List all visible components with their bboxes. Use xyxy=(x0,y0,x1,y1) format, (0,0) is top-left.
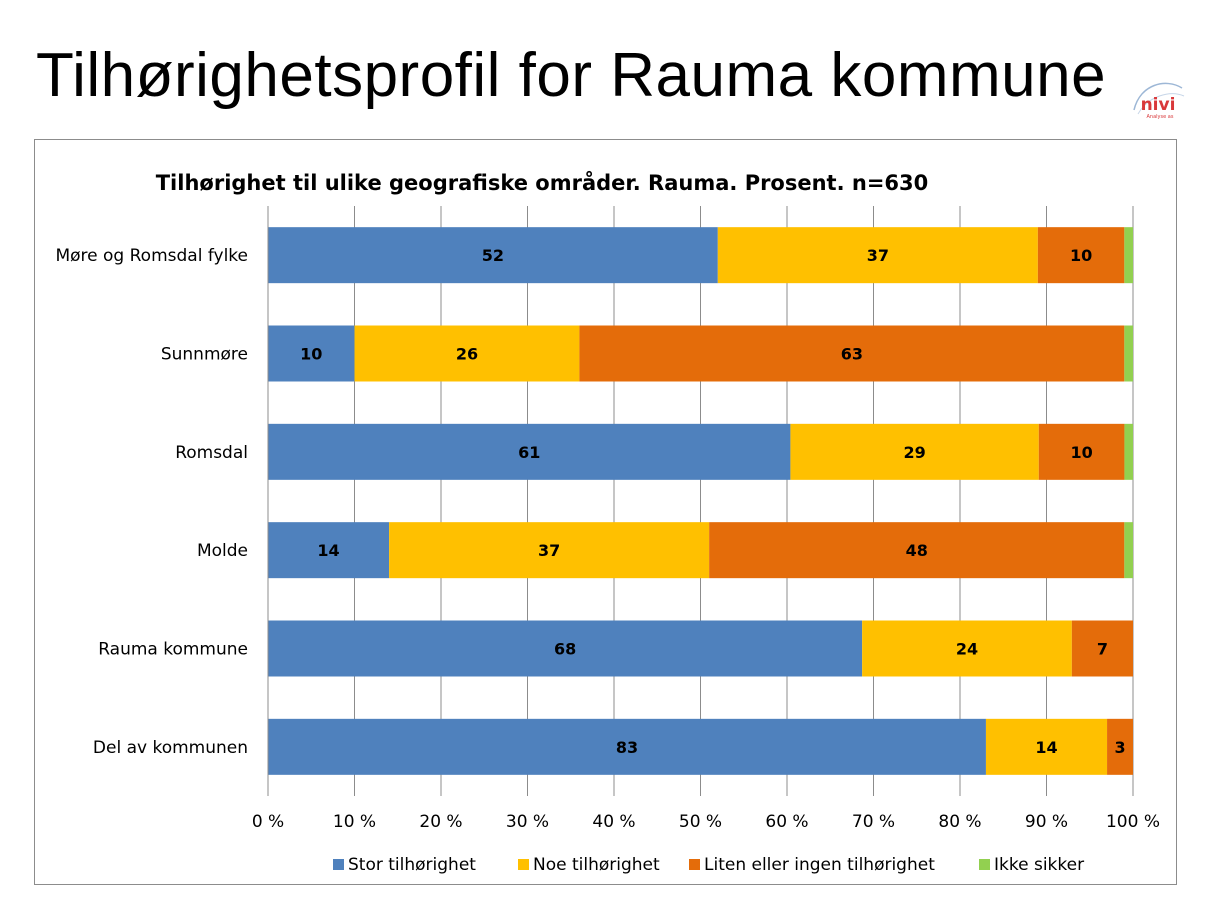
data-label-2-0: 10 xyxy=(1070,246,1092,265)
chart-title: Tilhørighet til ulike geografiske område… xyxy=(156,170,929,195)
bar-3-0 xyxy=(1124,227,1133,284)
data-label-2-5: 3 xyxy=(1114,738,1125,757)
x-tick-label-5: 50 % xyxy=(679,812,722,832)
data-label-2-3: 48 xyxy=(906,541,928,560)
category-label-0: Møre og Romsdal fylke xyxy=(55,246,248,266)
data-label-1-1: 26 xyxy=(456,345,478,364)
bar-3-2 xyxy=(1124,423,1133,480)
legend-swatch-2 xyxy=(689,859,700,870)
data-label-1-4: 24 xyxy=(956,640,978,659)
bar-0-5 xyxy=(268,718,986,775)
logo-swoosh xyxy=(1133,82,1183,111)
bar-3-3 xyxy=(1124,522,1133,579)
bar-2-0 xyxy=(1037,227,1125,284)
data-label-0-2: 61 xyxy=(518,443,540,462)
bar-1-2 xyxy=(790,423,1039,480)
bar-0-2 xyxy=(268,423,791,480)
data-label-1-3: 37 xyxy=(538,541,560,560)
nivi-logo: nivi Analyse as xyxy=(1133,82,1185,120)
chart-frame xyxy=(34,139,1177,885)
legend: Stor tilhørighet Noe tilhørighet Liten ell… xyxy=(333,855,1084,875)
bar-1-5 xyxy=(985,718,1108,775)
category-label-2: Romsdal xyxy=(175,443,248,463)
logo-subtext: Analyse as xyxy=(1147,114,1174,120)
data-label-0-0: 52 xyxy=(482,246,504,265)
x-tick-label-0: 0 % xyxy=(252,812,284,832)
x-tick-label-1: 10 % xyxy=(333,812,376,832)
data-label-0-5: 83 xyxy=(616,738,638,757)
bar-2-2 xyxy=(1038,423,1125,480)
legend-swatch-3 xyxy=(979,859,990,870)
bar-0-0 xyxy=(268,227,718,284)
bar-1-0 xyxy=(717,227,1038,284)
bar-2-1 xyxy=(579,325,1125,382)
logo-text: nivi xyxy=(1141,95,1176,115)
bar-1-1 xyxy=(354,325,580,382)
x-tick-label-7: 70 % xyxy=(852,812,895,832)
x-tick-label-3: 30 % xyxy=(506,812,549,832)
x-tick-label-6: 60 % xyxy=(765,812,808,832)
legend-swatch-0 xyxy=(333,859,344,870)
gridlines xyxy=(267,206,1134,796)
data-label-1-0: 37 xyxy=(867,246,889,265)
bar-0-1 xyxy=(268,325,355,382)
bar-3-1 xyxy=(1124,325,1133,382)
bar-2-4 xyxy=(1071,620,1133,677)
data-labels: 52 37 10 10 26 63 61 29 10 14 37 48 68 24 7 83 14 3 xyxy=(300,246,1125,757)
x-tick-label-4: 40 % xyxy=(592,812,635,832)
data-label-2-1: 63 xyxy=(841,345,863,364)
data-label-2-2: 10 xyxy=(1070,443,1092,462)
category-label-4: Rauma kommune xyxy=(98,640,248,660)
data-label-1-2: 29 xyxy=(903,443,925,462)
legend-label-1: Noe tilhørighet xyxy=(533,855,660,875)
logo-swoosh-2 xyxy=(1137,93,1185,115)
bar-2-3 xyxy=(709,522,1125,579)
slide-title: Tilhørighetsprofil for Rauma kommune xyxy=(36,41,1107,110)
bar-0-3 xyxy=(268,522,390,579)
data-label-2-4: 7 xyxy=(1097,640,1108,659)
x-tick-label-8: 80 % xyxy=(938,812,981,832)
data-label-0-3: 14 xyxy=(317,541,339,560)
data-label-0-1: 10 xyxy=(300,345,322,364)
bars xyxy=(268,227,1133,775)
x-tick-label-10: 100 % xyxy=(1106,812,1160,832)
legend-label-2: Liten eller ingen tilhørighet xyxy=(704,855,935,875)
legend-label-3: Ikke sikker xyxy=(994,855,1084,875)
category-label-3: Molde xyxy=(197,541,248,561)
bar-1-3 xyxy=(389,522,710,579)
data-label-1-5: 14 xyxy=(1035,738,1057,757)
axes: 0 % 10 % 20 % 30 % 40 % 50 % 60 % 70 % 80 % 90 % 1… xyxy=(55,206,1160,832)
x-tick-label-2: 20 % xyxy=(419,812,462,832)
bar-1-4 xyxy=(862,620,1072,677)
category-label-1: Sunnmøre xyxy=(161,345,248,365)
data-label-0-4: 68 xyxy=(554,640,576,659)
legend-swatch-1 xyxy=(518,859,529,870)
bar-2-5 xyxy=(1107,718,1133,775)
bar-0-4 xyxy=(268,620,863,677)
category-label-5: Del av kommunen xyxy=(93,738,248,758)
x-tick-label-9: 90 % xyxy=(1025,812,1068,832)
legend-label-0: Stor tilhørighet xyxy=(348,855,476,875)
